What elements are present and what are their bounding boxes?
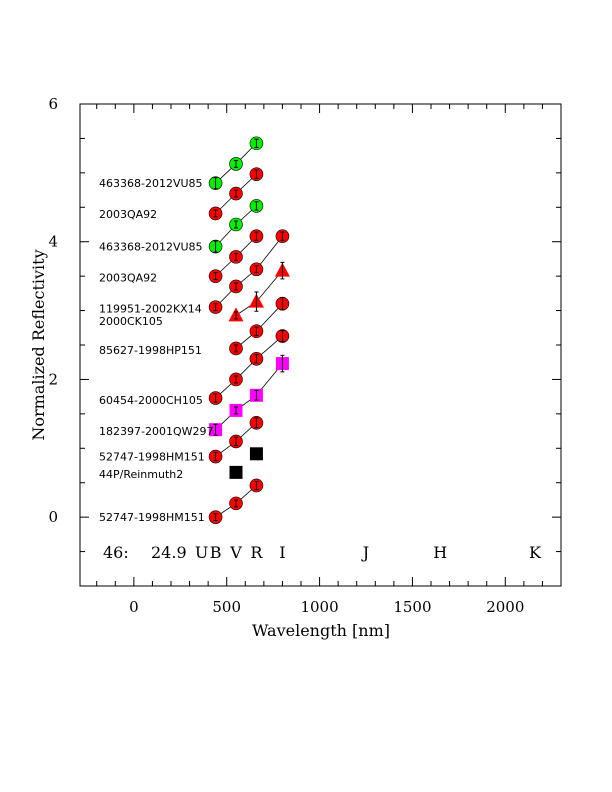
- object-label: 463368-2012VU85: [99, 177, 203, 190]
- object-label: 119951-2002KX14: [99, 303, 202, 316]
- series-line: [215, 363, 283, 430]
- series-8: [208, 229, 264, 283]
- x-tick-label: 500: [212, 598, 241, 616]
- series-line: [235, 270, 283, 316]
- x-tick-label: 0: [129, 598, 139, 616]
- series-6: [228, 261, 290, 322]
- band-label-I: I: [279, 543, 285, 562]
- info-id-label: 46:: [103, 543, 129, 562]
- band-label-R: R: [250, 543, 263, 562]
- series-4: [208, 329, 290, 405]
- series-line: [215, 335, 283, 399]
- series-10: [208, 167, 264, 221]
- info-value-label: 24.9: [151, 543, 187, 562]
- x-tick-label: 1500: [393, 598, 431, 616]
- object-label: 2000CK105: [99, 315, 163, 328]
- series-3: [209, 354, 289, 437]
- series-2: [208, 416, 264, 464]
- series-7: [208, 229, 290, 314]
- x-tick-label: 1000: [300, 598, 338, 616]
- y-tick-label: 4: [48, 233, 58, 251]
- axis-tick-labels: 0 500 1000 1500 2000 0 2 4 6: [48, 95, 524, 616]
- object-label: 182397-2001QW297: [99, 425, 214, 438]
- y-tick-label: 2: [48, 370, 58, 388]
- series-layer: [208, 136, 290, 524]
- series-line: [215, 235, 283, 308]
- object-label: 60454-2000CH105: [99, 394, 203, 407]
- x-tick-label: 2000: [486, 598, 524, 616]
- band-label-K: K: [529, 543, 542, 562]
- data-point: [229, 465, 243, 479]
- band-label-J: J: [361, 543, 369, 562]
- y-tick-label: 6: [48, 95, 58, 113]
- data-point: [249, 447, 263, 461]
- object-label: 85627-1998HP151: [99, 344, 202, 357]
- y-tick-label: 0: [48, 508, 58, 526]
- series-11: [208, 136, 264, 190]
- series-9: [208, 199, 264, 254]
- axis-ticks: [80, 103, 562, 587]
- object-label: 52747-1998HM151: [99, 451, 205, 464]
- band-label-V: V: [229, 543, 242, 562]
- object-labels: 52747-1998HM151 44P/Reinmuth2 52747-1998HM…: [99, 177, 214, 524]
- y-axis-title: Normalized Reflectivity: [29, 249, 48, 440]
- series-1: [229, 447, 263, 479]
- band-label-B: B: [210, 543, 222, 562]
- object-label: 2003QA92: [99, 272, 157, 285]
- object-label: 44P/Reinmuth2: [99, 468, 183, 481]
- object-label: 2003QA92: [99, 208, 157, 221]
- series-0: [208, 478, 264, 524]
- x-axis-title: Wavelength [nm]: [252, 621, 390, 640]
- band-label-H: H: [433, 543, 447, 562]
- series-5: [229, 296, 290, 356]
- object-label: 52747-1998HM151: [99, 511, 205, 524]
- object-label: 463368-2012VU85: [99, 241, 203, 254]
- band-label-U: U: [195, 543, 208, 562]
